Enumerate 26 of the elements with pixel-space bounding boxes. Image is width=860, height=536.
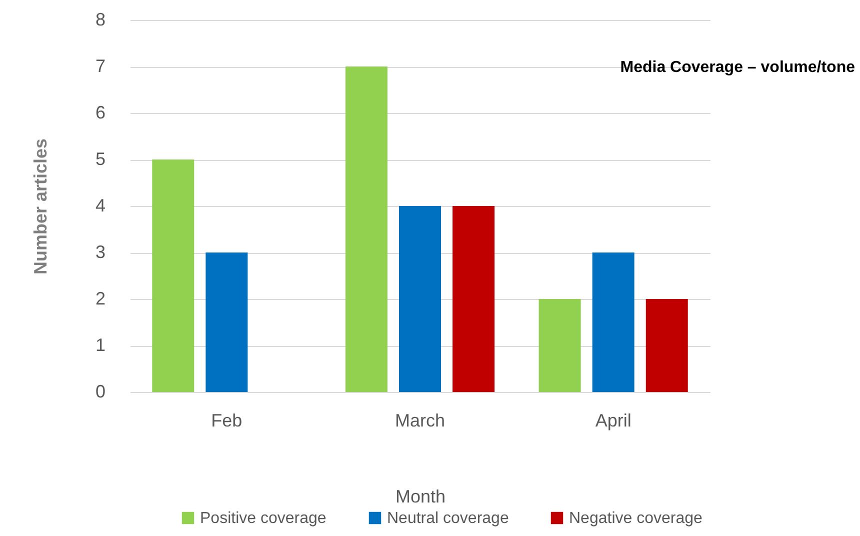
legend-label: Negative coverage: [569, 510, 703, 527]
bar: [452, 206, 495, 392]
y-tick-label: 7: [95, 56, 106, 76]
y-axis-title: Number articles: [30, 138, 50, 275]
bar: [206, 252, 248, 392]
text: Media Coverage – volume/tone: [620, 59, 856, 76]
bar: [152, 160, 194, 392]
x-axis-title: Month: [395, 486, 446, 506]
legend-label: Positive coverage: [200, 510, 326, 527]
y-tick-label: 0: [95, 382, 106, 402]
x-tick-label: April: [595, 410, 632, 430]
bar: [399, 206, 441, 392]
y-tick-label: 8: [95, 10, 106, 30]
y-tick-label: 3: [95, 242, 106, 262]
bar: [646, 299, 688, 392]
y-tick-label: 5: [95, 149, 106, 169]
y-tick-label: 4: [95, 196, 106, 216]
x-tick-label: March: [394, 410, 446, 430]
bar: [592, 252, 634, 392]
y-tick-label: 6: [95, 102, 106, 122]
bar: [345, 66, 388, 392]
x-tick-label: Feb: [211, 410, 242, 430]
legend-label: Neutral coverage: [387, 510, 509, 527]
y-tick-label: 2: [95, 288, 106, 308]
y-tick-label: 1: [95, 335, 106, 355]
bar: [538, 299, 581, 392]
